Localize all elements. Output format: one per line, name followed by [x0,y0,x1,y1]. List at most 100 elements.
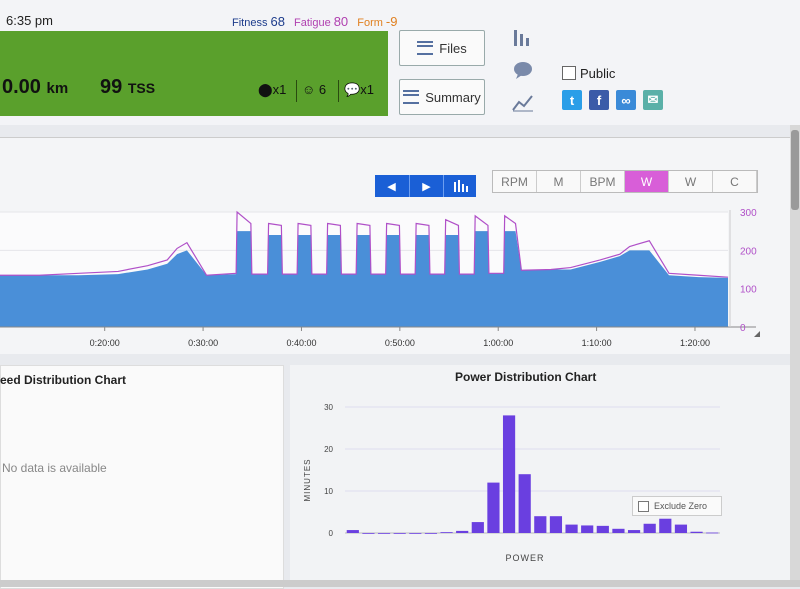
power-line-series [0,210,729,278]
fitness-label: Fitness [232,17,268,29]
power-bar [674,524,688,533]
power-bar [471,522,484,533]
summary-button[interactable]: Summary [399,79,485,115]
x-tick-label: 1:00:00 [483,338,513,348]
unit-toggle-w[interactable]: W [625,171,669,192]
laps-button[interactable] [443,175,477,197]
comments-icon: 💬 [344,82,361,97]
form-label: Form [357,17,383,29]
y-tick-label: 0 [329,529,334,538]
kettlebell-icon: ⬤ [258,82,273,97]
tss-stat: 99 TSS [100,76,155,99]
tss-value: 99 [100,76,123,98]
power-bar [424,533,438,534]
power-bar [502,415,516,533]
resize-handle-icon [754,331,760,337]
activity-time: 6:35 pm [6,13,53,28]
power-bar [581,525,594,533]
bar-chart-icon [453,180,468,192]
distance-value: 0.00 [2,76,41,98]
unit-toggle-m[interactable]: M [537,171,581,192]
power-bar [440,532,453,533]
files-icon [417,41,434,55]
speed-distribution-panel [0,365,284,589]
y-tick-label: 100 [740,285,757,296]
power-bar [534,516,547,533]
tss-unit: TSS [127,80,156,96]
power-bar [487,482,500,533]
x-tick-label: 0:50:00 [385,338,415,348]
summary-icon [403,90,420,104]
power-bar [518,474,531,533]
power-bar [549,516,563,533]
speech-bubble-icon[interactable] [512,60,534,85]
power-bar [596,525,609,533]
power-bar [690,531,703,533]
y-axis-title: MINUTES [303,459,312,502]
files-button[interactable]: Files [399,30,485,66]
line-chart-icon[interactable] [512,92,534,117]
power-bar [643,523,656,533]
comments-button[interactable]: 💬x1 [344,82,374,98]
fitness-value: 68 [270,14,285,29]
y-tick-label: 300 [740,208,757,219]
unit-toggle-w[interactable]: W [669,171,713,192]
y-tick-label: 20 [324,445,333,454]
files-label: Files [439,40,467,56]
activity-summary-bar [0,31,388,116]
y-tick-label: 30 [324,403,333,412]
x-tick-label: 0:40:00 [286,338,316,348]
power-bar [346,530,359,533]
fatigue-value: 80 [333,14,349,29]
summary-label: Summary [425,89,481,105]
power-chart-title: Power Distribution Chart [455,370,597,384]
facebook-icon[interactable]: f [589,90,609,110]
power-distribution-chart: 30 20 10 0 MINUTES POWER [303,403,720,563]
power-bar [627,530,641,533]
form-value: -9 [385,14,398,29]
power-bar [377,533,391,534]
arrow-left-icon[interactable]: ◀ [387,180,396,193]
comments-count: x1 [360,82,374,97]
unit-toggle-rpm[interactable]: RPM [493,171,537,192]
email-icon[interactable]: ✉ [643,90,663,110]
unit-toggle-bpm[interactable]: BPM [581,171,625,192]
power-bar [612,528,625,533]
twitter-icon[interactable]: t [562,90,582,110]
power-bar [706,532,719,534]
divider [338,80,339,102]
public-checkbox[interactable] [562,66,576,80]
link-icon[interactable]: ∞ [616,90,636,110]
page-scrollbar[interactable] [790,125,800,587]
feelings-button[interactable]: ☺ 6 [302,82,326,97]
arrow-right-icon[interactable]: ▶ [409,175,443,197]
x-tick-label: 1:20:00 [680,338,710,348]
scrollbar-thumb[interactable] [791,130,799,210]
power-bar [456,530,469,533]
exclude-zero-toggle[interactable]: Exclude Zero [632,496,722,516]
feelings-count: 6 [318,82,327,97]
bar-chart-icon[interactable] [512,28,534,53]
no-data-message: No data is available [2,461,107,475]
x-tick-label: 1:10:00 [582,338,612,348]
power-bar [393,533,406,534]
x-tick-label: 0:20:00 [90,338,120,348]
distance-unit: km [46,80,69,97]
chart-navigation [375,175,476,197]
y-tick-label: 0 [740,323,746,334]
fatigue-label: Fatigue [294,17,331,29]
x-tick-label: 0:30:00 [188,338,218,348]
unit-toggle-group: RPM M BPM W W C [492,170,758,193]
exclude-zero-checkbox[interactable] [638,500,649,512]
kudos-count: x1 [272,82,287,97]
power-bar [565,524,578,533]
unit-toggle-c[interactable]: C [713,171,757,192]
speed-chart-title: eed Distribution Chart [0,373,127,387]
power-area-series [0,231,728,327]
fitness-summary: Fitness 68 Fatigue 80 Form -9 [232,14,400,29]
kudos-button[interactable]: ⬤x1 [258,82,286,98]
divider [296,80,297,102]
power-bar [659,518,672,533]
power-distribution-panel [290,365,790,587]
public-label: Public [580,66,616,81]
